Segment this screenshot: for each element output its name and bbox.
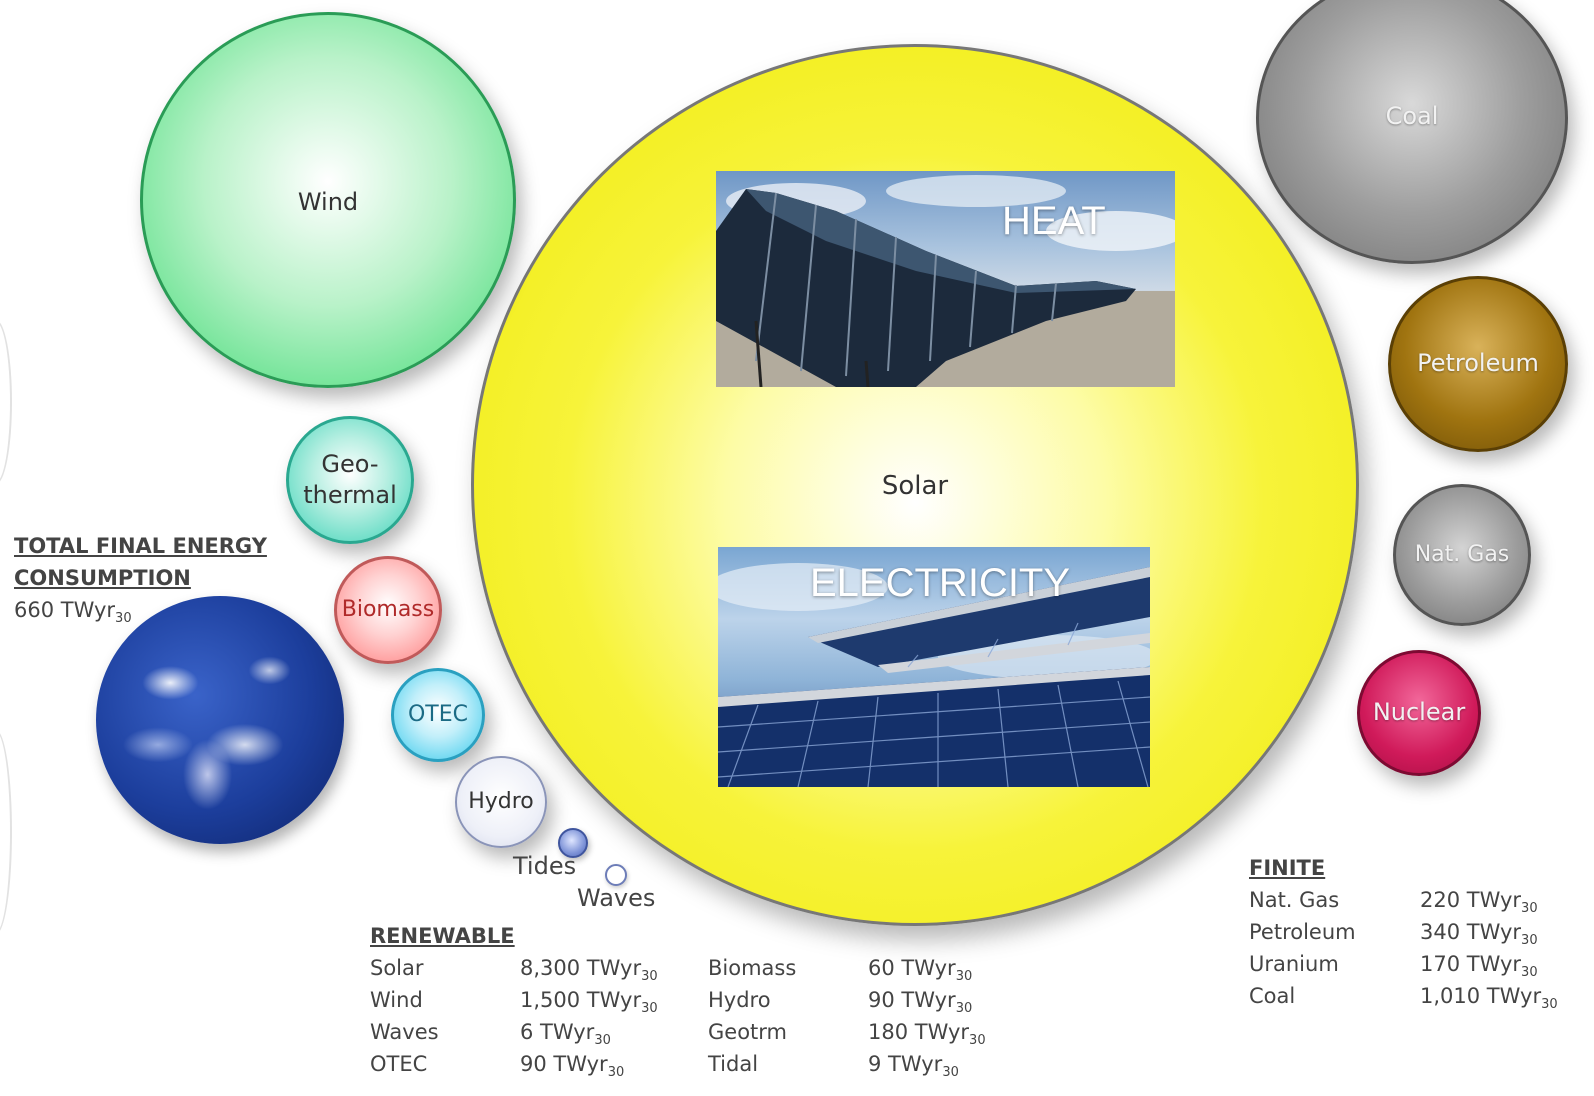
renewable-value: 8,300 TWyr30 [520,956,658,985]
otec-label: OTEC [407,701,469,727]
finite-value: 340 TWyr30 [1420,920,1538,949]
otec-bubble: OTEC [391,668,485,762]
nuclear-label: Nuclear [1372,698,1466,727]
renewable-name: OTEC [370,1052,428,1076]
nuclear-bubble: Nuclear [1357,650,1481,776]
electricity-label: ELECTRICITY [810,561,1071,605]
biomass-bubble: Biomass [334,556,442,664]
renewable-value: 60 TWyr30 [868,956,973,985]
wind-label: Wind [297,188,359,216]
biomass-label: Biomass [341,596,435,622]
waves-bubble [605,864,627,886]
renewable-name: Tidal [708,1052,759,1076]
renewable-value: 6 TWyr30 [520,1020,611,1049]
total-value: 660 TWyr30 [14,598,132,627]
finite-name: Coal [1249,984,1296,1008]
hydro-label: Hydro [468,788,534,814]
renewable-name: Biomass [708,956,797,980]
electricity-photo: ELECTRICITY [718,547,1150,787]
edge-arc-top [0,320,12,484]
finite-name: Uranium [1249,952,1339,976]
renewable-name: Hydro [708,988,771,1012]
hydro-bubble: Hydro [455,756,547,848]
wind-bubble: Wind [140,12,516,388]
total-heading-line1: TOTAL FINAL ENERGY [14,534,267,558]
tides-bubble [558,828,588,858]
renewable-value: 180 TWyr30 [868,1020,986,1049]
heat-photo: HEAT [716,171,1175,387]
earth-image [96,596,344,844]
finite-heading: FINITE [1249,856,1326,880]
finite-name: Petroleum [1249,920,1356,944]
solar-thermal-panels-graphic [716,175,1175,387]
waves-label: Waves [577,884,656,912]
geothermal-bubble: Geo- thermal [286,416,414,544]
renewable-heading: RENEWABLE [370,924,515,948]
geothermal-label-line1: Geo- [321,449,379,478]
renewable-value: 90 TWyr30 [520,1052,625,1081]
renewable-value: 9 TWyr30 [868,1052,959,1081]
finite-value: 1,010 TWyr30 [1420,984,1558,1013]
finite-value: 170 TWyr30 [1420,952,1538,981]
total-heading-line2: CONSUMPTION [14,566,191,590]
renewable-name: Geotrm [708,1020,787,1044]
heat-label: HEAT [1002,199,1106,243]
edge-arc-bottom [0,730,12,934]
coal-bubble: Coal [1256,0,1568,264]
renewable-name: Solar [370,956,424,980]
renewable-name: Wind [370,988,423,1012]
tides-label: Tides [513,852,577,880]
coal-label: Coal [1385,102,1439,130]
finite-name: Nat. Gas [1249,888,1340,912]
natgas-bubble: Nat. Gas [1393,484,1531,626]
renewable-value: 90 TWyr30 [868,988,973,1017]
geothermal-label-line2: thermal [303,481,397,509]
renewable-value: 1,500 TWyr30 [520,988,658,1017]
geothermal-label: Geo- thermal [303,449,397,511]
finite-value: 220 TWyr30 [1420,888,1538,917]
natgas-label: Nat. Gas [1414,541,1510,567]
petroleum-bubble: Petroleum [1388,276,1568,452]
solar-label: Solar [881,471,949,501]
photovoltaic-panels-graphic [718,563,1150,787]
renewable-name: Waves [370,1020,439,1044]
petroleum-label: Petroleum [1417,349,1539,378]
